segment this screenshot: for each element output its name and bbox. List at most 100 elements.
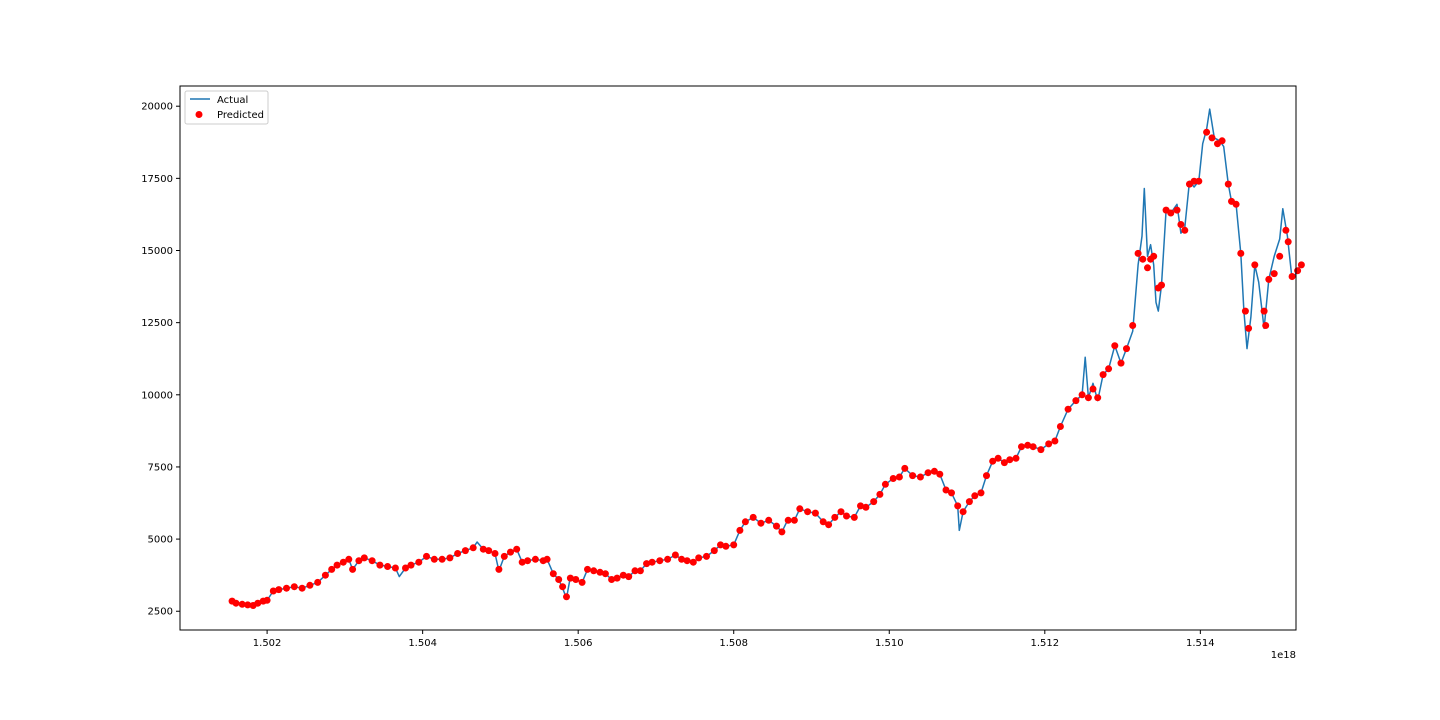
predicted-point — [269, 587, 277, 595]
predicted-point — [778, 528, 786, 536]
predicted-point — [1105, 365, 1113, 373]
predicted-point — [584, 565, 591, 573]
predicted-point — [930, 467, 938, 475]
predicted-point — [850, 513, 858, 521]
predicted-point — [1029, 443, 1037, 451]
predicted-point — [916, 473, 924, 481]
y-tick-label: 7500 — [148, 462, 173, 473]
legend: Actual Predicted — [184, 90, 269, 125]
predicted-point — [438, 555, 446, 563]
predicted-point — [446, 554, 454, 562]
predicted-point — [244, 601, 252, 609]
predicted-point — [796, 505, 804, 513]
legend-predicted-label: Predicted — [217, 110, 264, 121]
predicted-point — [1129, 322, 1137, 329]
predicted-point — [619, 571, 627, 579]
predicted-point — [710, 547, 718, 555]
predicted-point — [1181, 226, 1189, 234]
predicted-point — [491, 550, 499, 557]
predicted-point — [563, 593, 570, 601]
predicted-point — [1276, 252, 1284, 260]
predicted-point — [238, 600, 246, 608]
predicted-point — [495, 565, 503, 573]
predicted-point — [384, 563, 392, 570]
predicted-point — [749, 513, 757, 521]
predicted-point — [1037, 446, 1045, 454]
predicted-point — [355, 557, 363, 565]
predicted-point — [485, 547, 493, 555]
y-tick-label: 12500 — [141, 318, 173, 329]
predicted-point — [784, 516, 792, 524]
predicted-point — [1094, 394, 1102, 402]
predicted-point — [1288, 273, 1296, 280]
predicted-point — [876, 490, 884, 498]
predicted-point — [507, 548, 514, 556]
predicted-point — [671, 551, 679, 559]
predicted-point — [811, 509, 819, 517]
predicted-point — [954, 502, 962, 510]
predicted-point — [1232, 200, 1240, 208]
predicted-point — [831, 513, 839, 521]
predicted-point — [549, 570, 557, 578]
predicted-point — [454, 550, 462, 557]
scatter-layer — [228, 128, 1305, 609]
predicted-point — [275, 586, 283, 594]
predicted-point — [1245, 324, 1253, 332]
predicted-point — [1282, 226, 1290, 234]
predicted-point — [625, 573, 633, 581]
predicted-point — [889, 475, 897, 482]
x-tick-label: 1.510 — [875, 638, 904, 649]
predicted-point — [757, 519, 765, 527]
predicted-point — [1089, 385, 1097, 393]
predicted-point — [664, 555, 672, 563]
y-tick-label: 17500 — [141, 174, 173, 185]
predicted-point — [298, 584, 306, 592]
predicted-point — [402, 564, 409, 572]
x-tick-label: 1.508 — [719, 638, 748, 649]
predicted-point — [1270, 270, 1278, 278]
predicted-point — [613, 574, 621, 582]
predicted-point — [1167, 209, 1175, 217]
predicted-point — [983, 472, 990, 480]
predicted-point — [773, 522, 780, 530]
predicted-point — [631, 567, 639, 575]
x-tick-label: 1.504 — [408, 638, 437, 649]
predicted-point — [804, 508, 812, 516]
legend-predicted-swatch — [195, 111, 203, 118]
predicted-point — [843, 512, 850, 520]
predicted-point — [1134, 249, 1142, 257]
predicted-point — [1123, 345, 1130, 353]
y-axis: 2500 5000 7500 10000 12500 15000 17500 20000 — [141, 102, 180, 618]
predicted-point — [513, 545, 521, 553]
predicted-point — [415, 558, 423, 566]
predicted-point — [339, 558, 347, 566]
y-tick-label: 20000 — [141, 102, 173, 113]
predicted-point — [1224, 180, 1232, 188]
predicted-point — [959, 508, 967, 516]
predicted-point — [596, 568, 604, 576]
predicted-point — [1064, 405, 1072, 413]
predicted-point — [479, 545, 487, 553]
y-tick-label: 5000 — [148, 535, 173, 546]
predicted-point — [736, 526, 744, 534]
predicted-point — [1084, 394, 1092, 402]
predicted-point — [430, 555, 438, 563]
predicted-point — [559, 583, 567, 591]
x-tick-label: 1.514 — [1186, 638, 1215, 649]
predicted-point — [862, 503, 870, 511]
predicted-point — [825, 521, 833, 529]
predicted-point — [1018, 443, 1025, 451]
y-tick-label: 10000 — [141, 390, 173, 401]
predicted-point — [1000, 459, 1008, 467]
predicted-point — [254, 599, 262, 607]
predicted-point — [1158, 281, 1165, 289]
predicted-point — [232, 599, 240, 607]
predicted-point — [1144, 264, 1151, 272]
plot-area — [179, 85, 1305, 631]
predicted-point — [895, 473, 903, 481]
predicted-point — [971, 492, 979, 500]
x-axis: 1.502 1.504 1.506 1.508 1.510 1.512 1.514 — [253, 630, 1215, 649]
predicted-point — [936, 470, 944, 478]
predicted-point — [500, 552, 508, 560]
